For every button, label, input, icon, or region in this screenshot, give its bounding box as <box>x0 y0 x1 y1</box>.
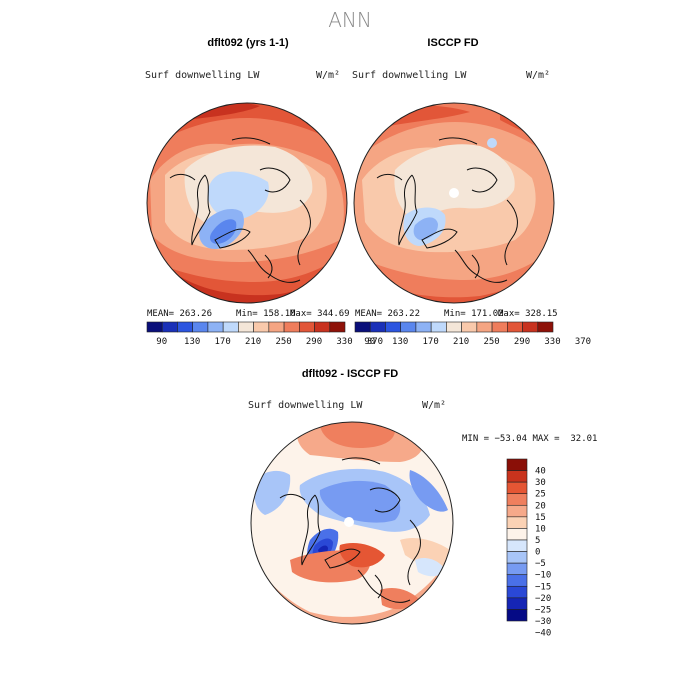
colorbar-obs-swatch <box>522 321 539 333</box>
colorbar-model-tick-label: 290 <box>306 337 322 347</box>
colorbar-model-swatch <box>161 321 178 333</box>
colorbar-obs-tick-label: 210 <box>453 337 469 347</box>
min-obs: Min= 171.02 <box>444 309 504 319</box>
colorbar-model: 90 130 170 210 250 290 330 370 <box>146 321 383 347</box>
colorbar-model-swatch <box>177 321 193 333</box>
field-label-model: Surf downwelling LW <box>145 70 260 81</box>
colorbar-diff-tick-label: 20 <box>535 501 546 511</box>
colorbar-obs-tick-label: 330 <box>544 337 560 347</box>
units-label-obs: W/m² <box>526 70 551 81</box>
colorbar-obs-swatch <box>385 321 401 333</box>
colorbar-obs-tick-label: 90 <box>364 337 375 347</box>
colorbar-obs: 90 130 170 210 250 290 330 370 <box>354 321 591 347</box>
colorbar-model-swatch <box>222 321 239 333</box>
colorbar-diff-tick-label: 40 <box>535 467 546 477</box>
mean-obs: MEAN= 263.22 <box>355 309 421 319</box>
panel-title-diff: dflt092 - ISCCP FD <box>301 368 399 380</box>
colorbar-model-tick-label: 210 <box>245 337 261 347</box>
colorbar-obs-tick-label: 130 <box>392 337 408 347</box>
colorbar-diff-swatch <box>506 504 528 518</box>
map-border-diff <box>250 421 454 625</box>
polar-map-obs <box>354 103 554 303</box>
minmax-diff: MIN = −53.04 MAX = 32.01 <box>462 434 598 444</box>
colorbar-obs-swatch <box>537 321 554 333</box>
figure-title: ANN <box>328 8 372 32</box>
colorbar-model-swatch <box>146 321 163 333</box>
units-label-diff: W/m² <box>422 400 447 411</box>
panel-title-obs: ISCCP FD <box>427 37 479 49</box>
colorbar-diff-tick-label: 15 <box>535 513 546 523</box>
colorbar-model-tick-label: 330 <box>336 337 352 347</box>
colorbar-diff-tick-label: −5 <box>535 559 546 569</box>
colorbar-diff-swatch <box>506 609 528 622</box>
colorbar-diff-tick-label: −25 <box>535 605 551 615</box>
max-obs: Max= 328.15 <box>498 309 558 319</box>
colorbar-diff-swatch <box>506 574 528 587</box>
colorbar-model-tick-label: 90 <box>156 337 167 347</box>
colorbar-diff-swatch <box>506 562 528 576</box>
colorbar-model-swatch <box>268 321 285 333</box>
colorbar-obs-swatch <box>446 321 462 333</box>
mean-model: MEAN= 263.26 <box>147 309 213 319</box>
colorbar-model-swatch <box>238 321 254 333</box>
colorbar-model-swatch <box>314 321 331 333</box>
colorbar-model-swatch <box>207 321 224 333</box>
colorbar-diff-swatch <box>506 458 528 471</box>
colorbar-model-tick-label: 170 <box>215 337 231 347</box>
colorbar-model-swatch <box>299 321 315 333</box>
min-model: Min= 158.10 <box>236 309 296 319</box>
colorbar-obs-tick-label: 170 <box>423 337 439 347</box>
colorbar-obs-swatch <box>476 321 493 333</box>
colorbar-diff-swatch <box>506 470 528 483</box>
polar-map-diff <box>251 422 453 624</box>
colorbar-diff-tick-label: −15 <box>535 582 551 592</box>
panel-title-model: dflt092 (yrs 1-1) <box>207 37 289 49</box>
colorbar-obs-tick-label: 250 <box>483 337 499 347</box>
colorbar-diff-tick-label: 30 <box>535 478 546 488</box>
colorbar-diff-tick-label: −10 <box>535 571 551 581</box>
colorbar-obs-tick-label: 290 <box>514 337 530 347</box>
colorbar-model-swatch <box>253 321 270 333</box>
colorbar-diff-tick-label: 10 <box>535 524 546 534</box>
colorbar-obs-swatch <box>507 321 523 333</box>
colorbar-obs-swatch <box>400 321 417 333</box>
colorbar-model-swatch <box>329 321 346 333</box>
colorbar-model-tick-label: 370 <box>367 337 383 347</box>
field-label-diff: Surf downwelling LW <box>248 400 363 411</box>
units-label-model: W/m² <box>316 70 341 81</box>
colorbar-obs-swatch <box>369 321 386 333</box>
colorbar-diff-swatch <box>506 585 528 599</box>
max-model: Max= 344.69 <box>290 309 350 319</box>
colorbar-obs-swatch <box>430 321 447 333</box>
map-border-model <box>146 102 348 304</box>
colorbar-diff-tick-label: 25 <box>535 490 546 500</box>
field-label-obs: Surf downwelling LW <box>352 70 467 81</box>
colorbar-model-swatch <box>192 321 209 333</box>
colorbar-obs-swatch <box>461 321 478 333</box>
colorbar-diff-swatch <box>506 551 528 564</box>
colorbar-diff-swatch <box>506 516 528 529</box>
colorbar-obs-tick-label: 370 <box>575 337 591 347</box>
colorbar-diff-swatch <box>506 539 528 552</box>
colorbar-diff-tick-label: 5 <box>535 536 540 546</box>
colorbar-diff-swatch <box>506 528 528 541</box>
colorbar-diff-tick-label: −20 <box>535 594 551 604</box>
map-border-obs <box>353 102 555 304</box>
colorbar-obs-swatch <box>491 321 508 333</box>
colorbar-diff-tick-label: 0 <box>535 548 540 558</box>
colorbar-diff-swatch <box>506 597 528 610</box>
colorbar-diff-swatch <box>506 481 528 495</box>
colorbar-model-tick-label: 250 <box>275 337 291 347</box>
colorbar-diff-swatch <box>506 493 528 506</box>
colorbar-model-tick-label: 130 <box>184 337 200 347</box>
colorbar-model-swatch <box>283 321 300 333</box>
colorbar-diff-tick-label: −30 <box>535 617 551 627</box>
colorbar-diff-tick-label: −40 <box>535 629 551 639</box>
colorbar-obs-swatch <box>415 321 432 333</box>
colorbar-obs-swatch <box>354 321 371 333</box>
